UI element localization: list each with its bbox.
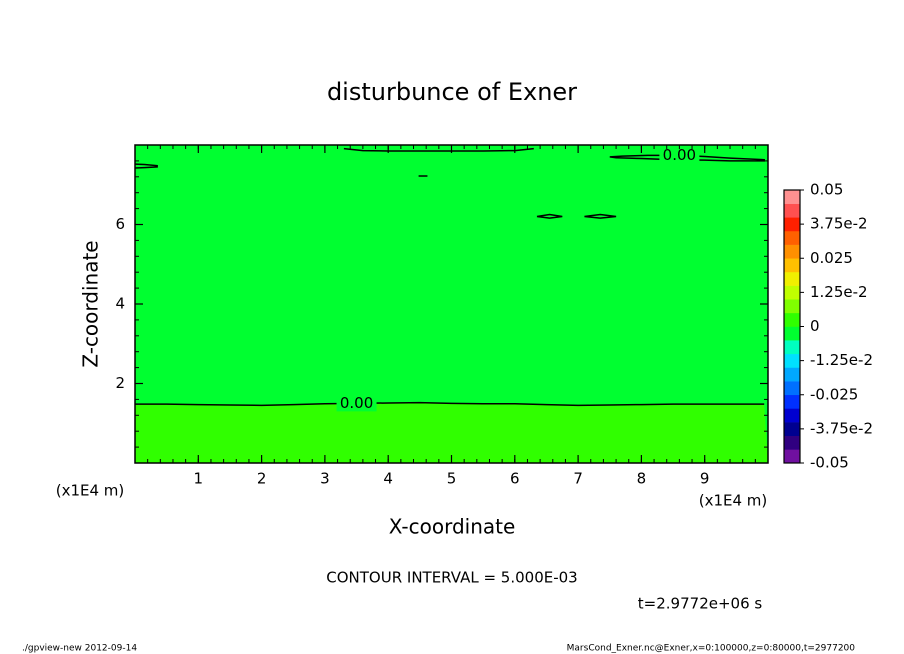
colorbar-band [784,408,800,423]
contour-line [536,213,563,219]
colorbar-tick-label: 1.25e-2 [810,283,868,301]
colorbar-band [784,340,800,355]
x-tick-label: 9 [700,470,710,488]
y-tick-label: 4 [115,295,125,313]
x-tick-label: 5 [447,470,457,488]
colorbar-tick-label: 3.75e-2 [810,215,868,233]
x-axis-label: X-coordinate [389,515,516,539]
footer-right: MarsCond_Exner.nc@Exner,x=0:100000,z=0:8… [567,644,856,654]
colorbar-band [784,394,800,409]
colorbar-band [784,203,800,218]
contour-layer: 0.00 0.00 [135,146,768,463]
time-label: t=2.9772e+06 s [638,595,763,613]
colorbar-band [784,230,800,245]
contour-label: 0.00 [663,146,696,164]
x-tick-label: 8 [637,470,647,488]
contour-line [584,213,617,219]
colorbar-band [784,367,800,382]
y-tick-label: 2 [115,374,125,392]
y-axis-label: Z-coordinate [79,240,103,367]
colorbar-band [784,449,800,464]
x-tick-label: 6 [510,470,520,488]
colorbar-tick-label: 0.025 [810,249,853,267]
contour-line [135,163,158,169]
colorbar-tick-label: -0.025 [810,385,858,403]
x-tick-label: 7 [573,470,583,488]
footer-left: ./gpview-new 2012-09-14 [22,644,137,654]
contour-label: 0.00 [340,394,373,412]
chart-title: disturbunce of Exner [327,78,577,106]
colorbar-tick-label: 0 [810,317,820,335]
colorbar-band [784,435,800,450]
colorbar-band [784,312,800,327]
y-tick-label: 6 [115,215,125,233]
colorbar-band [784,217,800,232]
contour-interval: CONTOUR INTERVAL = 5.000E-03 [326,569,577,587]
x-tick-label: 4 [383,470,393,488]
x-unit: (x1E4 m) [699,492,768,510]
colorbar-band [784,353,800,368]
contour-line [343,147,534,152]
contour-label-bg [659,147,700,164]
colorbar-tick-label: -0.05 [810,454,849,472]
colorbar-tick-label: 0.05 [810,181,843,199]
x-tick-label: 3 [320,470,330,488]
x-tick-label: 1 [194,470,204,488]
colorbar-band [784,258,800,273]
colorbar-band [784,190,800,204]
colorbar-band [784,299,800,314]
contour-line [609,154,765,162]
colorbar-band [784,381,800,396]
y-unit: (x1E4 m) [56,482,125,500]
contour-fill [135,402,768,463]
colorbar-band [784,271,800,286]
contour-line [135,401,765,407]
x-tick-label: 2 [257,470,267,488]
colorbar-tick-label: -1.25e-2 [810,351,873,369]
colorbar-band [784,244,800,259]
colorbar-band [784,285,800,300]
colorbar-band [784,326,800,341]
colorbar-band [784,422,800,436]
colorbar-tick-label: -3.75e-2 [810,419,873,437]
contour-label-bg [336,395,377,412]
